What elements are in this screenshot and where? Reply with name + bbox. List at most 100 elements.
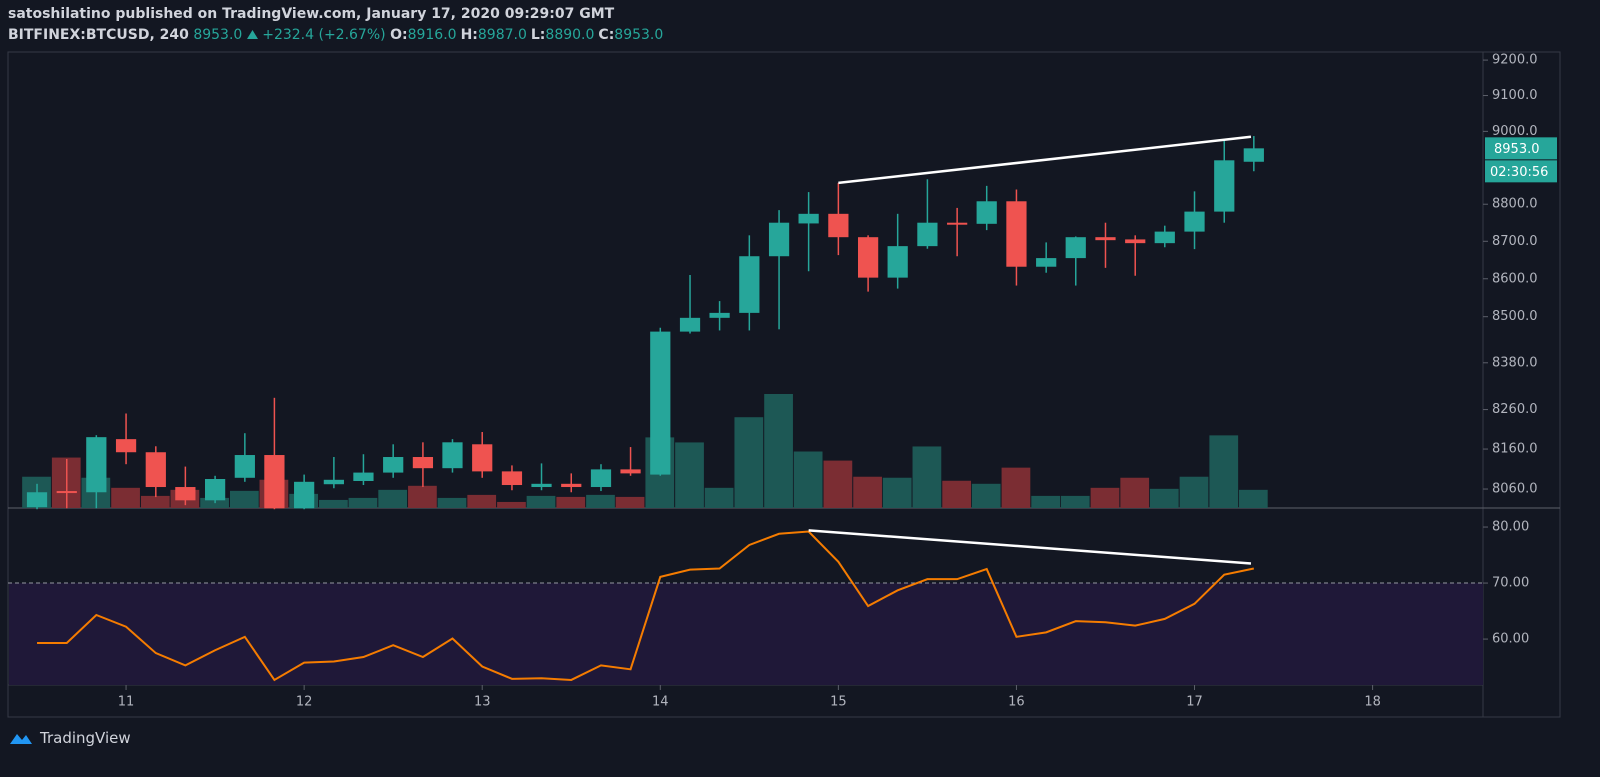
volume-bar [348, 497, 378, 508]
candle-body [887, 246, 908, 278]
candle-body [1065, 237, 1086, 259]
volume-bar [1090, 487, 1120, 508]
countdown-box [1485, 160, 1557, 183]
candle-body [1154, 231, 1175, 244]
volume-bar [675, 442, 704, 508]
candle-body [828, 213, 849, 238]
candle-body [1184, 211, 1205, 232]
candle-body [56, 491, 77, 494]
candle-body [323, 479, 344, 485]
volume-bar [942, 480, 972, 508]
volume-bar [229, 490, 259, 508]
y-tick-label: 60.00 [1492, 632, 1529, 647]
y-tick-label: 8380.0 [1492, 355, 1538, 370]
candle-body [234, 455, 255, 478]
candle-body [947, 222, 968, 225]
x-tick-label: 17 [1186, 695, 1203, 710]
volume-bar [615, 496, 645, 508]
candle-body [650, 331, 671, 475]
y-tick-label: 9200.0 [1492, 53, 1538, 68]
ohlc: O:8916.0 H:8987.0 L:8890.0 C:8953.0 [390, 27, 667, 43]
candle-body [264, 455, 285, 509]
volume-bar [793, 451, 823, 508]
candle-body [1125, 239, 1146, 244]
volume-bar [408, 485, 437, 508]
candle-body [857, 237, 879, 278]
candle-body [412, 457, 434, 469]
trendline [838, 135, 1252, 185]
volume-bar [556, 496, 586, 508]
x-tick-label: 12 [296, 695, 313, 710]
volume-bar [586, 494, 615, 508]
volume-bar [1238, 489, 1268, 508]
candle-body [1095, 237, 1116, 241]
volume-bar [912, 446, 942, 508]
ohlc-key: H: [460, 27, 478, 43]
candle-body [739, 256, 760, 313]
last-price-label: 8953.0 [1494, 142, 1540, 157]
y-tick-label: 8160.0 [1492, 442, 1538, 457]
volume-bar [1031, 495, 1061, 508]
up-arrow [246, 30, 258, 39]
x-tick-label: 16 [1008, 695, 1025, 710]
candle-body [472, 444, 493, 472]
ohlc-value: 8953.0 [614, 27, 664, 43]
logo [10, 734, 32, 744]
candle-body [620, 469, 641, 474]
volume-bar [437, 497, 467, 508]
candle-body [383, 457, 404, 473]
volume-bar [378, 489, 408, 508]
frame [7, 51, 1561, 718]
candle-body [590, 469, 612, 488]
candle-body [145, 452, 166, 488]
candle-body [115, 439, 137, 453]
candle-body [26, 492, 48, 508]
candle-body [917, 222, 938, 247]
symbol: BITFINEX:BTCUSD, 240 [8, 27, 189, 43]
y-tick-label: 8800.0 [1492, 197, 1538, 212]
volume-bar [526, 495, 556, 508]
ohlc-value: 8987.0 [477, 27, 527, 43]
x-tick-label: 13 [474, 695, 491, 710]
header: satoshilatino published on TradingView.c… [8, 4, 667, 46]
brand: TradingView [40, 729, 131, 747]
author-line: satoshilatino published on TradingView.c… [8, 4, 667, 25]
y-tick-label: 9100.0 [1492, 88, 1538, 103]
y-tick-label: 8500.0 [1492, 309, 1538, 324]
footer: TradingView [8, 729, 131, 747]
volume-bar [111, 487, 140, 508]
volume-bar [853, 476, 882, 508]
candle-body [768, 222, 790, 257]
last: 8953.0 [193, 27, 243, 43]
volume-bar [497, 501, 526, 508]
candle-body [561, 483, 582, 488]
volume-bar [882, 477, 912, 508]
volume-bar [971, 483, 1001, 508]
candle-body [798, 213, 819, 224]
x-tick-label: 15 [830, 695, 847, 710]
countdown: 02:30:56 [1490, 165, 1548, 180]
candle-body [1243, 148, 1264, 162]
rsi-line [37, 530, 1255, 682]
candle-body [1214, 160, 1235, 212]
candle-body [294, 481, 315, 509]
x-tick-label: 11 [118, 695, 135, 710]
trendline [808, 529, 1252, 565]
ohlc-value: 8890.0 [545, 27, 595, 43]
ohlc-key: O: [390, 27, 408, 43]
volume-bar [1120, 477, 1150, 508]
volume-bar [823, 460, 853, 508]
candle-body [204, 478, 226, 501]
volume-bar [140, 495, 170, 508]
y-tick-label: 70.00 [1492, 576, 1529, 591]
y-tick-label: 8260.0 [1492, 402, 1538, 417]
volume-bar [1060, 495, 1090, 508]
ohlc-key: C: [598, 27, 615, 43]
candle-body [442, 442, 463, 469]
candle-body [531, 483, 552, 488]
candle-body [679, 317, 701, 332]
y-tick-label: 80.00 [1492, 520, 1529, 535]
symbol-line: BITFINEX:BTCUSD, 240 8953.0 +232.4 (+2.6… [8, 25, 667, 46]
candle-body [1006, 201, 1027, 267]
